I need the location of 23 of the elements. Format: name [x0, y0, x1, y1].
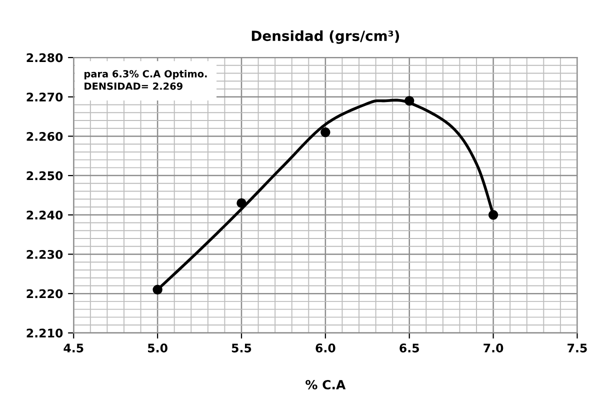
- point: [152, 284, 162, 294]
- y-tick-label: 2.240: [26, 210, 63, 220]
- x-axis-title: % C.A: [306, 380, 346, 390]
- point: [404, 96, 414, 106]
- y-tick-label: 2.220: [26, 289, 63, 298]
- x-tick-label: 5.5: [232, 344, 252, 352]
- y-tick-label: 2.250: [26, 171, 63, 180]
- point: [488, 210, 498, 220]
- x-tick-label: 7.0: [484, 344, 504, 352]
- point: [236, 198, 246, 208]
- annotation: para 6.3% C.A Optimo. DENSIDAD= 2.269: [84, 70, 207, 90]
- y-tick-label: 2.210: [26, 328, 63, 338]
- x-tick-label: 4.5: [64, 344, 84, 352]
- y-tick-label: 2.280: [26, 53, 63, 62]
- x-tick-label: 6.0: [316, 344, 336, 352]
- y-tick-label: 2.260: [26, 132, 63, 141]
- y-tick-label: 2.270: [26, 92, 63, 102]
- point: [320, 127, 330, 138]
- chart-title: Densidad (grs/cm³): [252, 30, 400, 44]
- x-tick-label: 5.0: [148, 344, 168, 352]
- y-tick-label: 2.230: [26, 250, 63, 259]
- x-tick-label: 7.5: [568, 344, 587, 352]
- x-tick-label: 6.5: [400, 344, 419, 352]
